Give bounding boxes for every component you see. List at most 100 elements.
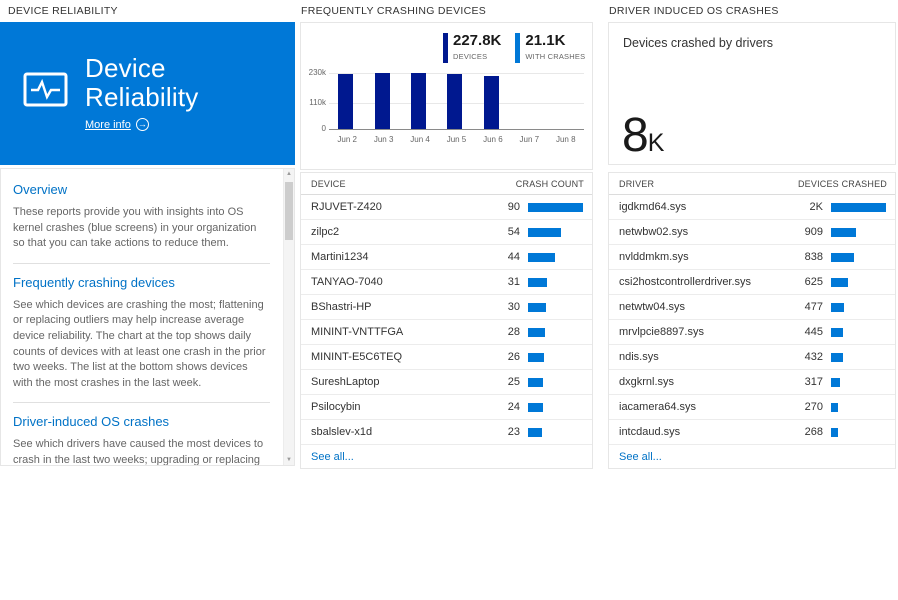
device-name: TANYAO-7040 [311,276,383,288]
table-row[interactable]: iacamera64.sys 270 [609,395,895,420]
device-name: SureshLaptop [311,376,380,388]
crash-count-column-header: CRASH COUNT [515,178,584,189]
bar-devices [411,73,427,130]
crash-trend-chart-card[interactable]: 227.8K DEVICES 21.1K WITH CRASHES 230k 1… [300,22,593,170]
section-body-overview: These reports provide you with insights … [13,206,257,250]
section-body-driver-induced: See which drivers have caused the most d… [13,438,264,466]
chart-bar-group [475,73,511,130]
scroll-down-icon[interactable]: ▼ [286,457,292,463]
x-axis-label: Jun 8 [555,135,576,144]
driver-column-header: DRIVER [619,178,655,189]
table-row[interactable]: intcdaud.sys 268 [609,420,895,445]
table-row[interactable]: MININT-VNTTFGA 28 [301,320,592,345]
row-count-bar [520,327,584,337]
bar-devices [338,74,354,130]
more-info-arrow-icon: → [135,118,149,132]
legend-devices-marker-icon [443,33,448,63]
driver-name: mrvlpcie8897.sys [619,326,704,338]
table-row[interactable]: mrvlpcie8897.sys 445 [609,320,895,345]
table-row[interactable]: TANYAO-7040 31 [301,270,592,295]
x-axis-label: Jun 6 [483,135,503,144]
legend-with-crashes-marker-icon [515,33,521,63]
row-count-bar [520,302,584,312]
devices-crashed-card[interactable]: Devices crashed by drivers 8K [608,22,896,165]
table-row[interactable]: dxgkrnl.sys 317 [609,370,895,395]
device-reliability-tile[interactable]: Device Reliability More info → [0,22,295,165]
panel-scrollbar[interactable]: ▲ ▼ [283,169,294,465]
table-row[interactable]: sbalslev-x1d 23 [301,420,592,445]
row-count-bar [520,427,584,437]
scrollbar-thumb[interactable] [285,182,293,240]
bar-devices [483,76,499,130]
row-count-value: 28 [507,326,520,338]
table-row[interactable]: zilpc2 54 [301,220,592,245]
x-axis-label: Jun 5 [446,135,467,144]
driver-name: netwbw02.sys [619,226,689,238]
scroll-up-icon[interactable]: ▲ [286,171,292,177]
row-count-value: 838 [804,251,823,263]
y-axis-tick-230k: 230k [308,68,326,77]
table-row[interactable]: BShastri-HP 30 [301,295,592,320]
table-row[interactable]: netwtw04.sys 477 [609,295,895,320]
row-count-value: 2K [809,201,823,213]
table-row[interactable]: Psilocybin 24 [301,395,592,420]
x-axis-label: Jun 2 [337,135,357,144]
row-count-value: 26 [507,351,520,363]
section-body-frequently-crashing: See which devices are crashing the most;… [13,298,266,389]
device-name: RJUVET-Z420 [311,201,382,213]
device-name: sbalslev-x1d [311,426,373,438]
section-heading-driver-induced: Driver-induced OS crashes [13,414,170,430]
x-axis-label: Jun 7 [519,135,540,144]
row-count-bar [520,402,584,412]
bar-devices [447,74,463,130]
bar-devices [374,73,390,130]
row-count-bar [823,427,887,437]
row-count-value: 54 [507,226,520,238]
row-count-bar [823,377,887,387]
row-count-bar [520,202,584,212]
driver-name: netwtw04.sys [619,301,686,313]
chart-bar-group [402,73,438,130]
device-column-header: DEVICE [311,178,346,189]
table-row[interactable]: Martini1234 44 [301,245,592,270]
driver-induced-crashes-column: DRIVER INDUCED OS CRASHES Devices crashe… [608,0,896,469]
device-name: MININT-E5C6TEQ [311,351,403,363]
table-row[interactable]: ndis.sys 432 [609,345,895,370]
legend-devices-value: 227.8K [453,32,502,49]
row-count-value: 24 [507,401,520,413]
table-row[interactable]: MININT-E5C6TEQ 26 [301,345,592,370]
driver-name: csi2hostcontrollerdriver.sys [619,276,752,288]
driver-see-all-link[interactable]: See all... [619,450,662,463]
chart-bar-group [329,73,365,130]
device-name: MININT-VNTTFGA [311,326,404,338]
row-count-value: 625 [804,276,823,288]
row-count-bar [823,252,887,262]
driver-table-header: DRIVER DEVICES CRASHED [609,173,895,195]
tile-title: Device Reliability [85,53,199,112]
column-header-driver-induced: DRIVER INDUCED OS CRASHES [609,5,779,17]
frequently-crashing-section: Frequently crashing devices See which de… [13,262,270,403]
row-count-bar [823,327,887,337]
table-row[interactable]: igdkmd64.sys 2K [609,195,895,220]
row-count-value: 909 [804,226,823,238]
row-count-value: 30 [507,301,520,313]
table-row[interactable]: csi2hostcontrollerdriver.sys 625 [609,270,895,295]
table-row[interactable]: SureshLaptop 25 [301,370,592,395]
device-crash-table: DEVICE CRASH COUNT RJUVET-Z420 90 zilpc2 54… [300,172,593,469]
monitor-pulse-icon [22,71,69,116]
table-row[interactable]: nvlddmkm.sys 838 [609,245,895,270]
more-info-link[interactable]: More info → [85,118,149,132]
driver-crash-table: DRIVER DEVICES CRASHED igdkmd64.sys 2K net… [608,172,896,469]
driver-name: dxgkrnl.sys [619,376,675,388]
row-count-value: 25 [507,376,520,388]
driver-name: nvlddmkm.sys [619,251,689,263]
device-name: Psilocybin [311,401,361,413]
device-see-all-link[interactable]: See all... [311,450,354,463]
device-reliability-column: DEVICE RELIABILITY Device Reliability Mo… [0,0,295,466]
row-count-value: 90 [507,201,520,213]
section-heading-overview: Overview [13,182,68,197]
x-axis-label: Jun 4 [410,135,430,144]
table-row[interactable]: netwbw02.sys 909 [609,220,895,245]
devices-crashed-column-header: DEVICES CRASHED [797,178,887,189]
table-row[interactable]: RJUVET-Z420 90 [301,195,592,220]
